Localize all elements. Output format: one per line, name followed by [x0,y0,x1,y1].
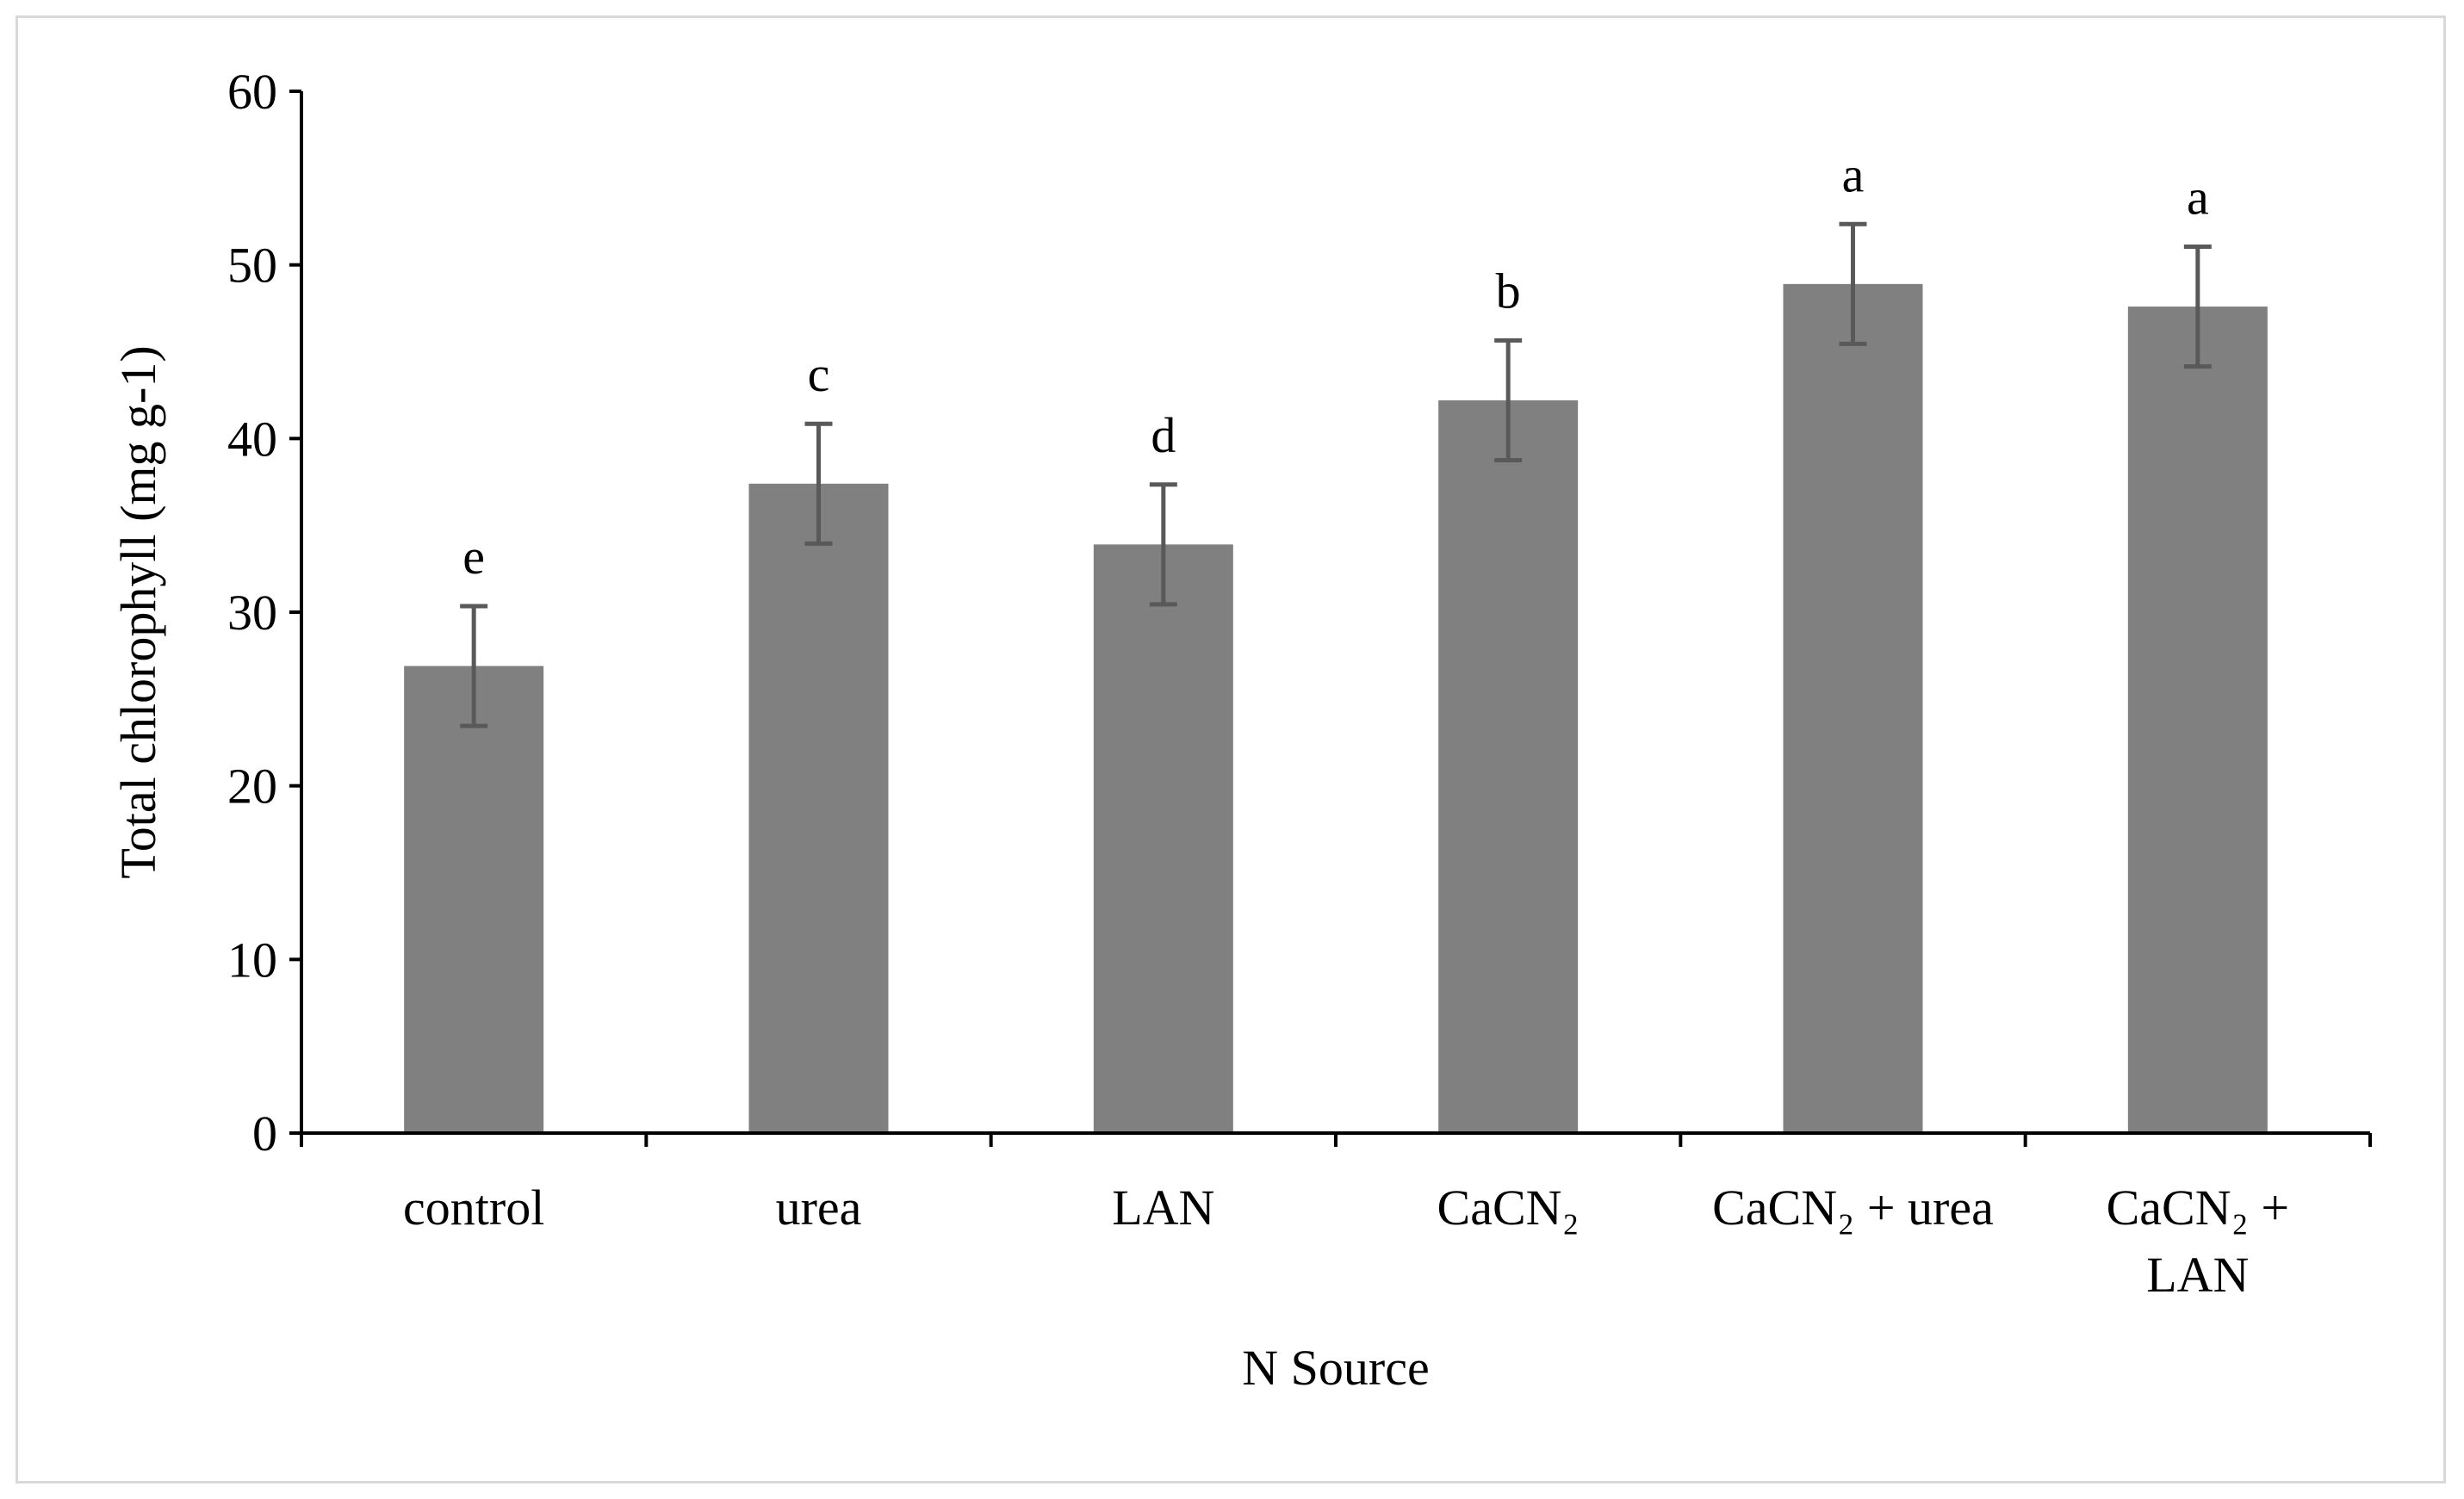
y-tick-label: 40 [227,411,277,467]
bar [748,483,889,1133]
y-axis-title: Total chlorophyll (mg g-1) [110,345,166,878]
x-tick-label: CaCN₂ + urea [1712,1180,1994,1236]
y-tick-label: 20 [227,759,277,815]
bar [1783,283,1923,1134]
significance-letter: a [1842,146,1865,202]
x-tick-label: LAN [1112,1180,1214,1236]
x-tick-label: urea [776,1180,862,1236]
chart-frame [16,15,2446,1484]
y-tick-label: 10 [227,932,277,988]
significance-letter: b [1496,263,1521,319]
significance-letter: e [462,529,485,585]
y-tick-label: 30 [227,585,277,641]
bar [404,666,544,1133]
y-tick-label: 0 [252,1106,277,1161]
y-tick-label: 60 [227,64,277,120]
x-tick-label: LAN [2146,1247,2249,1303]
significance-letter: c [808,346,830,402]
x-axis-title: N Source [1242,1340,1429,1396]
y-tick-label: 50 [227,238,277,294]
bar [2127,307,2268,1134]
significance-letter: d [1151,407,1176,463]
bar [1438,400,1579,1133]
x-tick-label: control [403,1180,544,1236]
significance-letter: a [2187,169,2209,225]
bar [1093,544,1233,1133]
x-tick-label: CaCN₂ + [2107,1180,2289,1236]
x-tick-label: CaCN₂ [1437,1180,1580,1236]
